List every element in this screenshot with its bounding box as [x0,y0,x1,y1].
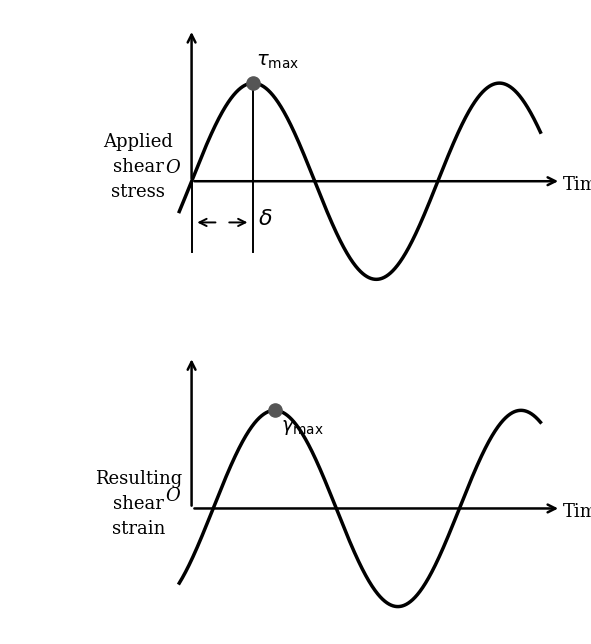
Text: $\tau_{\mathrm{max}}$: $\tau_{\mathrm{max}}$ [255,53,298,71]
Text: $\delta$: $\delta$ [258,207,272,229]
Text: $\gamma_{\mathrm{max}}$: $\gamma_{\mathrm{max}}$ [281,418,324,437]
Text: O: O [165,486,180,504]
Point [248,78,258,88]
Text: Applied
shear
stress: Applied shear stress [103,133,173,200]
Text: Time: Time [563,176,591,194]
Text: Resulting
shear
strain: Resulting shear strain [95,469,182,538]
Text: Time: Time [563,504,591,522]
Text: O: O [165,159,180,177]
Point [270,405,280,415]
